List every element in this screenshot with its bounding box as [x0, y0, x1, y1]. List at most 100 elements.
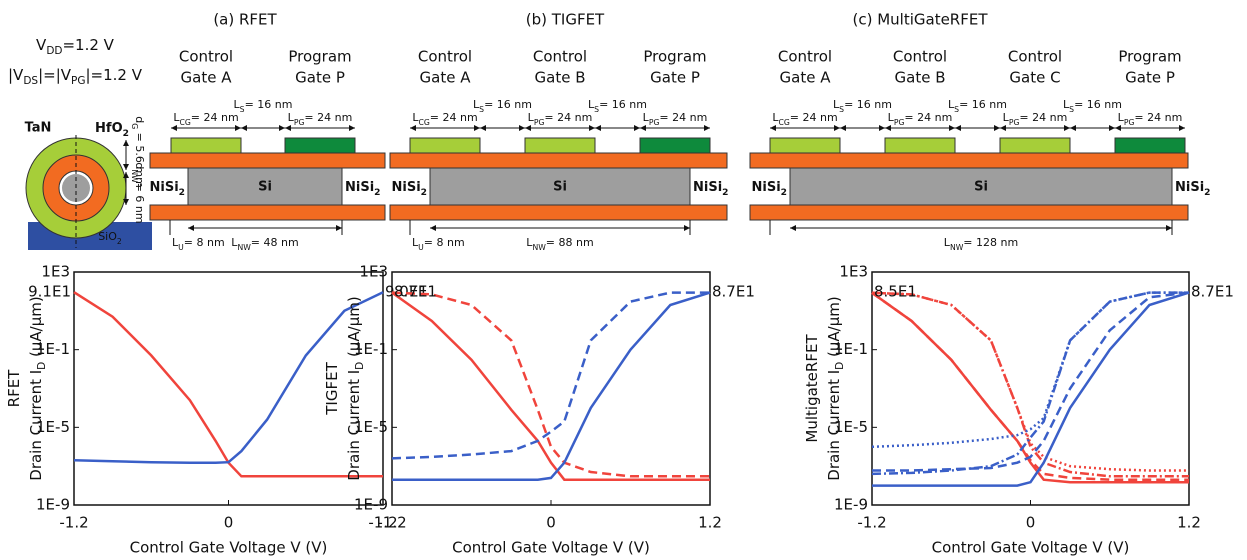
y-axis-label-part: Drain Current I	[345, 370, 363, 481]
gate	[1000, 138, 1070, 153]
bottom-label: LU= 8 nm	[172, 236, 225, 252]
series-line	[872, 293, 1189, 477]
gate-length-label: LPG= 24 nm	[528, 111, 593, 127]
x-tick-label: 0	[224, 514, 234, 532]
y-axis-label-part: D	[36, 362, 48, 370]
y-axis-label-part: D	[354, 362, 366, 370]
dnw-label-part: = 6 nm	[133, 183, 146, 224]
contact-label-part: NiSi	[693, 180, 722, 195]
condition-part: DD	[46, 45, 62, 57]
y-axis-label-part: RFET	[5, 369, 23, 408]
gate-length-label-part: = 24 nm	[1134, 111, 1182, 124]
gate-label: Control	[179, 48, 233, 66]
contact-label: NiSi2	[345, 180, 380, 198]
series-line	[392, 293, 710, 459]
bottom-label-part: NW	[950, 243, 964, 252]
x-axis-label: Control Gate Voltage V (V)	[452, 539, 650, 557]
contact-label-part: NiSi	[345, 180, 374, 195]
condition-part: |=1.2 V	[85, 66, 142, 84]
annotation: 9.1E1	[28, 283, 71, 301]
series-line	[392, 293, 710, 480]
gate	[410, 138, 480, 153]
contact-label-part: 2	[781, 188, 787, 198]
series-line	[392, 293, 710, 480]
gate-label: Gate B	[535, 69, 586, 87]
gate-label: Gate C	[1009, 69, 1060, 87]
gate-label: Gate B	[895, 69, 946, 87]
gate-label: Gate A	[420, 69, 472, 87]
panel-title: (b) TIGFET	[526, 11, 605, 29]
x-axis-label: Control Gate Voltage V (V)	[932, 539, 1130, 557]
y-tick-label: 1E-9	[36, 496, 70, 514]
condition-part: |V	[8, 66, 24, 84]
x-tick-label: -1.2	[857, 514, 886, 532]
spacer-label: LS= 16 nm	[588, 98, 647, 114]
gate-length-label: LCG= 24 nm	[412, 111, 477, 127]
y-axis-label-part: Drain Current I	[27, 370, 45, 481]
y-axis-label-part: D	[834, 362, 846, 370]
x-tick-label: 0	[1026, 514, 1036, 532]
condition: |VDS|=|VPG|=1.2 V	[8, 66, 143, 88]
oxide-top	[150, 153, 385, 168]
gate-length-label: LPG= 24 nm	[1003, 111, 1068, 127]
spacer-label: LS= 16 nm	[473, 98, 532, 114]
gate-length-label: LPG= 24 nm	[1118, 111, 1183, 127]
y-axis-label: TIGFET	[323, 361, 341, 415]
gate-length-label-part: CG	[778, 118, 789, 127]
gate-length-label-part: = 24 nm	[304, 111, 352, 124]
panel-title: (a) RFET	[213, 11, 277, 29]
condition-part: PG	[71, 75, 85, 87]
gate	[770, 138, 840, 153]
y-tick-label: 1E-9	[834, 496, 868, 514]
annotation: 8.7E1	[712, 283, 755, 301]
gate-length-label-part: = 24 nm	[790, 111, 838, 124]
contact-label-part: 2	[179, 188, 185, 198]
sio2-label-part: SiO	[98, 230, 117, 243]
bottom-label: LNW= 128 nm	[944, 236, 1018, 252]
gate-label: Control	[893, 48, 947, 66]
contact-label: NiSi2	[392, 180, 427, 198]
contact-label-part: NiSi	[1175, 180, 1204, 195]
oxide-bottom	[750, 205, 1188, 220]
contact-label: NiSi2	[1175, 180, 1210, 198]
contact-label-part: 2	[421, 188, 427, 198]
y-axis-label-part: (μA/μm)	[825, 296, 843, 362]
oxide-top	[750, 153, 1188, 168]
gate	[640, 138, 710, 153]
gate-label: Gate P	[1125, 69, 1175, 87]
x-axis-label: Control Gate Voltage V (V)	[130, 539, 328, 557]
contact-label-part: 2	[1204, 188, 1210, 198]
gate-length-label-part: = 24 nm	[1019, 111, 1067, 124]
y-tick-label: 1E-9	[354, 496, 388, 514]
gate-length-label-part: = 24 nm	[430, 111, 478, 124]
gate-label: Control	[778, 48, 832, 66]
y-axis-label-part: Drain Current I	[825, 370, 843, 481]
gate-length-label: LPG= 24 nm	[643, 111, 708, 127]
hfo2-label-part: 2	[123, 129, 129, 139]
spacer-label-part: = 16 nm	[599, 98, 647, 111]
series-line	[872, 293, 1189, 474]
gate-length-label-part: PG	[294, 118, 305, 127]
bottom-label: LNW= 48 nm	[231, 236, 298, 252]
contact-label-part: NiSi	[752, 180, 781, 195]
y-tick-label: 1E3	[41, 263, 70, 281]
gate-length-label-part: PG	[1124, 118, 1135, 127]
bottom-label-part: = 88 nm	[546, 236, 594, 249]
gate-label: Program	[643, 48, 706, 66]
spacer-label-part: = 16 nm	[959, 98, 1007, 111]
gate-length-label-part: PG	[534, 118, 545, 127]
contact-label: NiSi2	[693, 180, 728, 198]
gate-length-label-part: = 24 nm	[659, 111, 707, 124]
bottom-label-part: NW	[532, 243, 546, 252]
gate-length-label-part: CG	[418, 118, 429, 127]
sio2-label-part: 2	[117, 237, 122, 246]
annotation: 8.7E1	[1191, 283, 1234, 301]
gate-label: Gate A	[181, 69, 233, 87]
x-tick-label: 0	[546, 514, 556, 532]
spacer-label-part: = 16 nm	[844, 98, 892, 111]
contact-label-part: 2	[374, 188, 380, 198]
contact-label: NiSi2	[150, 180, 185, 198]
gate-label: Gate P	[295, 69, 345, 87]
dg-label-part: d	[133, 116, 146, 123]
dnw-label-part: d	[133, 162, 146, 169]
